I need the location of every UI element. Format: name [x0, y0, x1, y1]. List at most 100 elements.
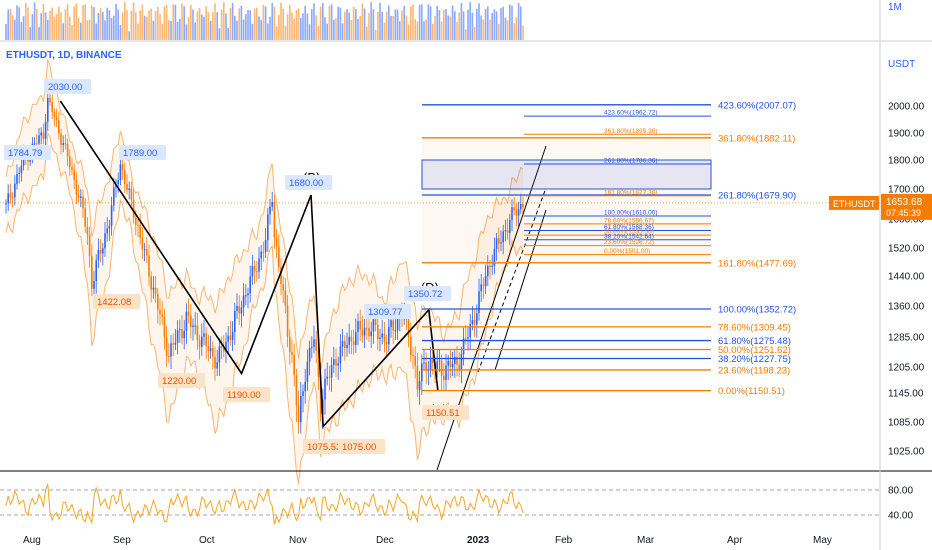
volume-bar	[465, 29, 467, 40]
volume-bar	[258, 16, 260, 40]
candle-body	[328, 376, 331, 378]
y-tick-label: 1360.00	[888, 302, 925, 313]
swing-label-box	[119, 145, 167, 160]
volume-bar	[20, 22, 23, 40]
volume-bar	[414, 19, 416, 40]
volume-bar	[102, 11, 104, 40]
candle-body	[172, 343, 174, 345]
volume-bar	[187, 17, 190, 40]
candle-body	[260, 251, 262, 259]
candle-body	[443, 375, 445, 380]
minor-fib-label: 0.00%(1501.00)	[604, 248, 650, 255]
candle-body	[522, 204, 524, 208]
channel-mid	[477, 187, 547, 373]
y-tick-label: 1285.00	[888, 333, 925, 344]
volume-bar	[29, 27, 31, 40]
volume-bar	[407, 24, 410, 40]
volume-bar	[201, 14, 203, 40]
candle-body	[385, 341, 388, 345]
volume-bar	[141, 4, 144, 40]
candle-body	[445, 365, 447, 380]
candle-body	[91, 255, 93, 289]
swing-label: 1680.00	[289, 178, 323, 189]
candle-body	[154, 287, 157, 295]
rsi-line	[5, 483, 524, 525]
volume-bar	[242, 19, 245, 40]
volume-bar	[42, 4, 45, 40]
candle-body	[291, 351, 293, 355]
volume-bar	[260, 19, 262, 40]
volume-bar	[434, 15, 436, 40]
candle-body	[438, 360, 441, 362]
candle-body	[143, 249, 146, 251]
swing-label-box	[4, 145, 52, 160]
y-tick-label: 1145.00	[888, 389, 924, 400]
candle-body	[20, 165, 23, 174]
volume-bar	[489, 19, 491, 40]
volume-bar	[412, 4, 414, 41]
volume-bar	[183, 6, 185, 40]
volume-bar	[308, 24, 311, 40]
y-tick-label: 1440.00	[888, 272, 925, 283]
candle-body	[128, 188, 130, 191]
candle-body	[201, 336, 203, 347]
candle-body	[42, 132, 45, 139]
candle-body	[262, 251, 265, 253]
candle-body	[456, 356, 458, 365]
candle-body	[88, 234, 91, 256]
volume-bar	[487, 6, 489, 40]
timeframe-label[interactable]: 1M	[888, 2, 902, 13]
candle-body	[121, 164, 124, 171]
volume-bar	[504, 17, 507, 40]
volume-bar	[388, 5, 390, 41]
volume-bar	[333, 19, 335, 40]
candle-body	[196, 325, 199, 341]
candle-body	[469, 323, 471, 338]
volume-bar	[319, 6, 322, 40]
x-tick-label: 2023	[467, 535, 490, 546]
x-tick-label: Oct	[199, 535, 215, 546]
candle-body	[297, 405, 300, 423]
volume-bar	[278, 14, 280, 40]
volume-bar	[297, 8, 300, 40]
symbol-title: ETHUSDT, 1D, BINANCE	[6, 50, 122, 61]
candle-body	[447, 360, 449, 366]
volume-bar	[128, 31, 130, 40]
candle-body	[93, 281, 95, 289]
candle-body	[359, 321, 361, 330]
symbol-badge	[829, 195, 879, 210]
volume-bar	[170, 20, 172, 40]
volume-bar	[324, 17, 326, 40]
volume-bar	[161, 23, 163, 40]
candle-body	[218, 346, 221, 363]
candle-body	[135, 217, 137, 225]
candle-body	[465, 338, 467, 340]
volume-bar	[394, 9, 397, 40]
minor-fib-label: 161.80%(1677.36)	[604, 189, 658, 196]
volume-bar	[427, 4, 430, 40]
candle-body	[451, 363, 454, 368]
volume-bar	[84, 4, 86, 40]
candle-body	[436, 361, 438, 369]
volume-bar	[346, 9, 348, 40]
volume-bar	[410, 6, 412, 40]
candle-body	[344, 341, 346, 349]
volume-bar	[172, 4, 174, 40]
volume-bar	[337, 6, 339, 40]
volume-bar	[106, 7, 108, 40]
volume-bar	[27, 7, 29, 41]
volume-bar	[359, 15, 361, 40]
candle-body	[126, 184, 128, 191]
y-tick-label: 1520.00	[888, 244, 925, 255]
candle-body	[273, 202, 276, 238]
candle-body	[51, 102, 53, 113]
candle-body	[53, 112, 56, 118]
candle-body	[513, 207, 515, 211]
volume-bar	[460, 2, 463, 41]
volume-bar	[75, 3, 78, 40]
candle-body	[341, 341, 344, 347]
volume-bar	[119, 25, 122, 40]
volume-bar	[471, 12, 474, 40]
volume-bar	[390, 15, 392, 40]
